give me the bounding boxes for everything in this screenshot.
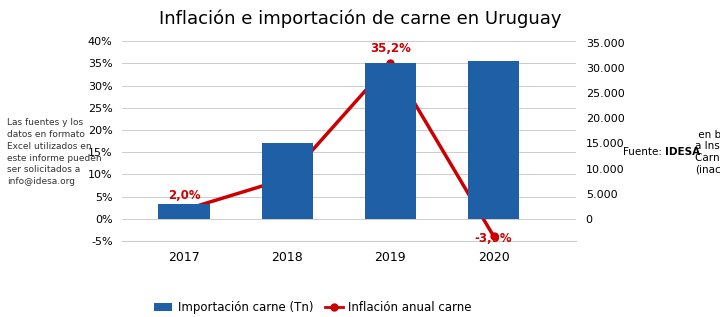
Text: 9,1%: 9,1% bbox=[271, 157, 304, 170]
Bar bbox=[468, 61, 519, 219]
Text: 35,2%: 35,2% bbox=[370, 42, 411, 55]
Text: IDESA: IDESA bbox=[665, 147, 700, 157]
Text: Fuente:: Fuente: bbox=[623, 147, 665, 157]
Text: Las fuentes y los
datos en formato
Excel utilizados en
este informe pueden
ser s: Las fuentes y los datos en formato Excel… bbox=[7, 118, 102, 186]
Legend: Importación carne (Tn), Inflación anual carne: Importación carne (Tn), Inflación anual … bbox=[149, 296, 477, 317]
Bar bbox=[261, 144, 313, 219]
Bar bbox=[364, 63, 416, 219]
Text: en base
a Instituto Nacional de
Carnes de Uruguay
(inac.uy): en base a Instituto Nacional de Carnes d… bbox=[695, 130, 720, 175]
Text: Inflación e importación de carne en Uruguay: Inflación e importación de carne en Urug… bbox=[158, 10, 562, 28]
Bar bbox=[158, 204, 210, 219]
Text: 2,0%: 2,0% bbox=[168, 189, 201, 202]
Text: -3,9%: -3,9% bbox=[474, 232, 513, 245]
